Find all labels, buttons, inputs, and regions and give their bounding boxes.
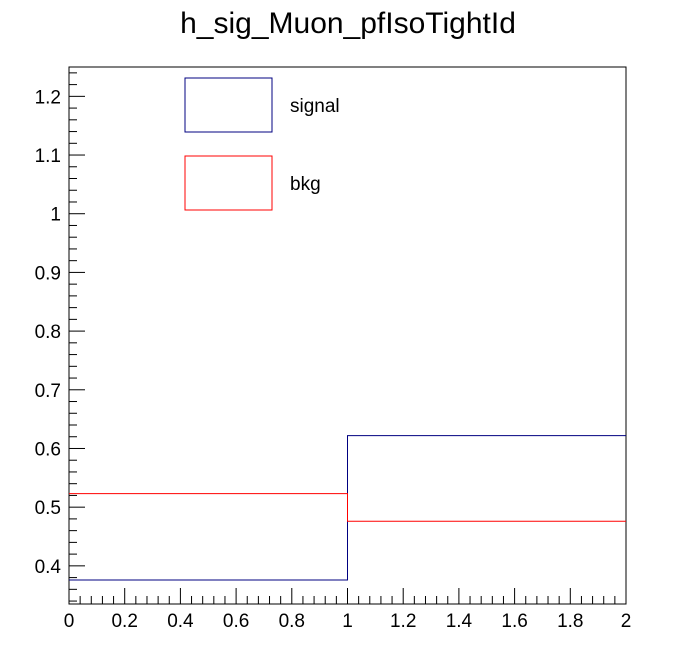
x-tick-label: 0.2 (111, 611, 137, 632)
axis-ticks (68, 72, 627, 604)
x-tick-label: 1.4 (446, 611, 473, 632)
x-tick-label: 0.8 (279, 611, 305, 632)
legend-swatch-signal (184, 77, 273, 133)
x-tick-label: 1 (342, 611, 353, 632)
y-tick-label: 1.1 (35, 146, 61, 167)
x-axis-tick-labels: 0 0.2 0.4 0.6 0.8 1 1.2 1.4 1.6 1.8 2 (64, 611, 632, 632)
y-tick-label: 1.2 (35, 87, 61, 108)
x-tick-label: 2 (621, 611, 632, 632)
legend-label-bkg: bkg (290, 174, 321, 195)
y-tick-label: 0.5 (35, 498, 61, 519)
x-tick-label: 1.8 (557, 611, 583, 632)
x-tick-label: 0 (64, 611, 75, 632)
y-tick-label: 0.7 (35, 381, 61, 402)
x-tick-label: 1.6 (501, 611, 527, 632)
y-tick-label: 0.4 (35, 557, 62, 578)
y-tick-label: 0.9 (35, 263, 61, 284)
y-tick-label: 0.8 (35, 322, 61, 343)
y-tick-label: 1 (50, 205, 61, 226)
x-tick-label: 0.4 (167, 611, 194, 632)
x-tick-label: 1.2 (390, 611, 416, 632)
series-bkg-line (69, 493, 626, 522)
series-layer (69, 435, 626, 581)
legend-label-signal: signal (290, 96, 340, 117)
x-tick-label: 0.6 (223, 611, 249, 632)
y-tick-label: 0.6 (35, 439, 61, 460)
y-axis-tick-labels: 0.4 0.5 0.6 0.7 0.8 0.9 1 1.1 1.2 (35, 87, 62, 578)
chart-title: h_sig_Muon_pfIsoTightId (180, 7, 516, 40)
legend: signal bkg (184, 77, 340, 211)
legend-swatch-bkg (184, 155, 273, 211)
